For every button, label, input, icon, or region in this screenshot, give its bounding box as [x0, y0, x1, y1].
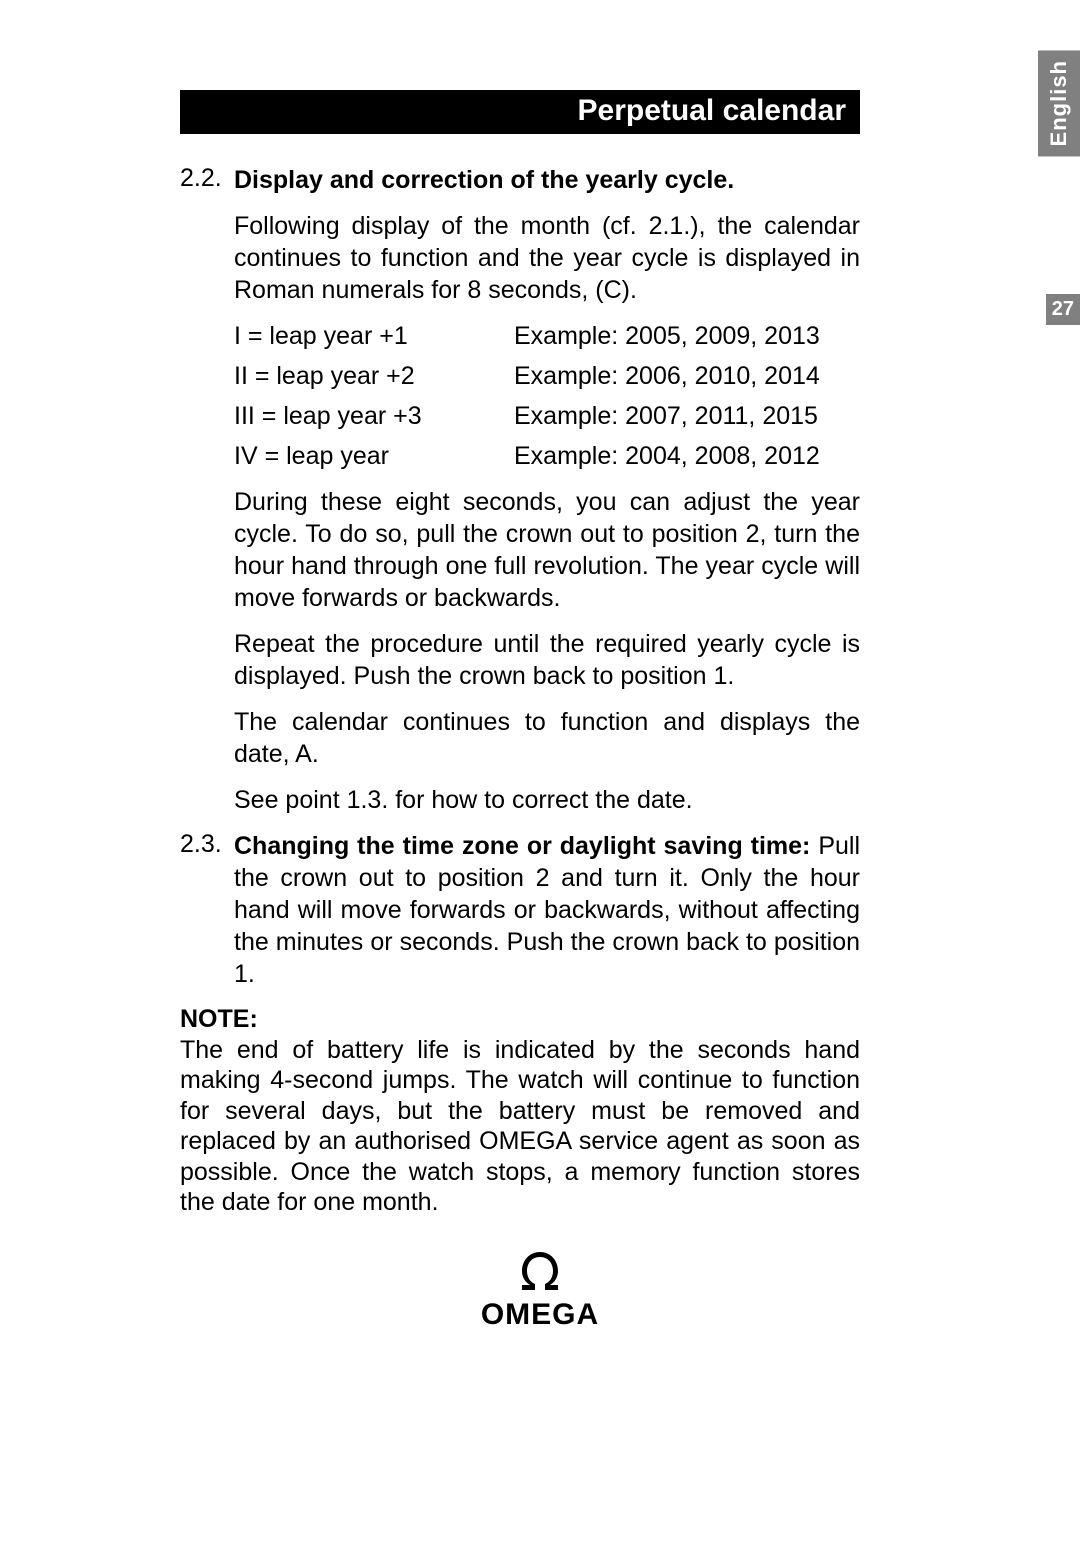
section-heading: Display and correction of the yearly cyc…: [234, 166, 734, 194]
section-paragraph: See point 1.3. for how to correct the da…: [234, 784, 860, 816]
leap-label: I = leap year +1: [234, 320, 514, 352]
omega-icon: [516, 1249, 564, 1291]
page-content: Perpetual calendar 2.2. Display and corr…: [180, 90, 860, 1218]
section-paragraph: Repeat the procedure until the required …: [234, 628, 860, 692]
brand-logo: OMEGA: [0, 1249, 1080, 1332]
section-number: 2.2.: [180, 164, 234, 816]
brand-name: OMEGA: [0, 1298, 1080, 1332]
language-tab: English: [1038, 50, 1080, 156]
section-body: Display and correction of the yearly cyc…: [234, 164, 860, 816]
page-number-badge: 27: [1046, 294, 1080, 325]
section-intro: Following display of the month (cf. 2.1.…: [234, 210, 860, 306]
leap-example: Example: 2007, 2011, 2015: [514, 400, 860, 432]
note-body: The end of battery life is indicated by …: [180, 1035, 860, 1218]
table-row: III = leap year +3 Example: 2007, 2011, …: [234, 400, 860, 432]
note-block: NOTE: The end of battery life is indicat…: [180, 1004, 860, 1218]
section-2-2: 2.2. Display and correction of the yearl…: [180, 164, 860, 816]
leap-label: II = leap year +2: [234, 360, 514, 392]
leap-label: IV = leap year: [234, 440, 514, 472]
section-paragraph: The calendar continues to function and d…: [234, 706, 860, 770]
note-title: NOTE:: [180, 1004, 860, 1035]
table-row: I = leap year +1 Example: 2005, 2009, 20…: [234, 320, 860, 352]
section-2-3: 2.3. Changing the time zone or daylight …: [180, 830, 860, 990]
section-heading: Changing the time zone or daylight savin…: [234, 832, 810, 860]
table-row: II = leap year +2 Example: 2006, 2010, 2…: [234, 360, 860, 392]
table-row: IV = leap year Example: 2004, 2008, 2012: [234, 440, 860, 472]
page-title: Perpetual calendar: [180, 90, 860, 134]
leap-example: Example: 2006, 2010, 2014: [514, 360, 860, 392]
section-number: 2.3.: [180, 830, 234, 990]
leap-example: Example: 2005, 2009, 2013: [514, 320, 860, 352]
section-body: Changing the time zone or daylight savin…: [234, 830, 860, 990]
leap-year-table: I = leap year +1 Example: 2005, 2009, 20…: [234, 320, 860, 472]
section-paragraph: During these eight seconds, you can adju…: [234, 486, 860, 614]
leap-label: III = leap year +3: [234, 400, 514, 432]
leap-example: Example: 2004, 2008, 2012: [514, 440, 860, 472]
